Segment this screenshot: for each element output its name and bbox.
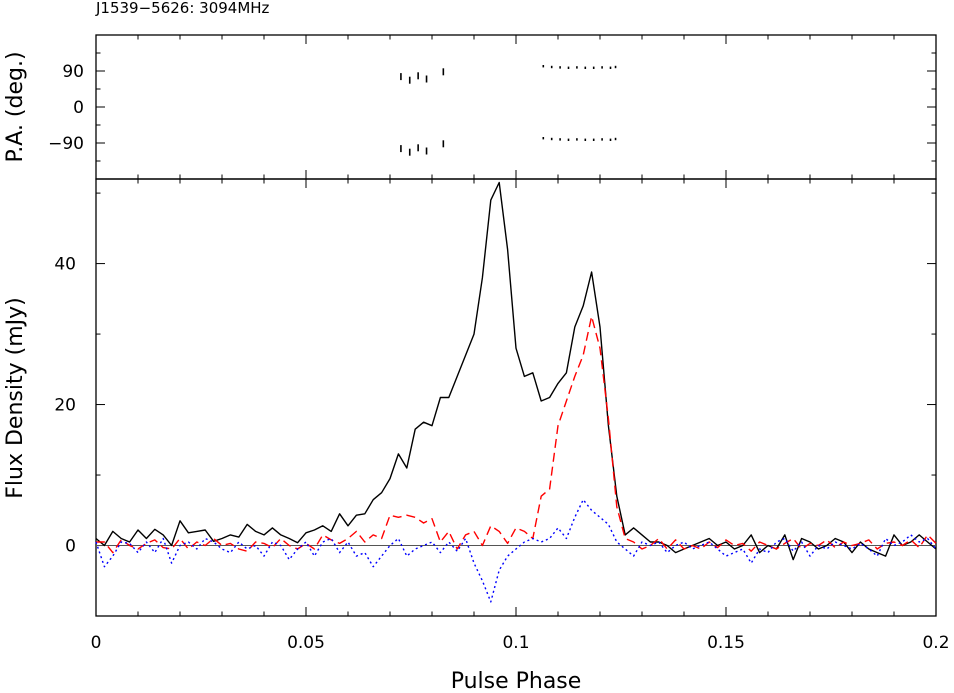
pa-y-tick-label: −90 (48, 134, 84, 154)
flux-y-tick-label: 0 (65, 537, 76, 557)
flux-panel-frame (95, 178, 937, 617)
x-tick-label: 0.1 (502, 633, 529, 653)
flux-series-line-solid (95, 181, 937, 561)
x-axis-title: Pulse Phase (451, 669, 582, 693)
pa-tick-marks (95, 35, 937, 179)
x-tick-label: 0.05 (287, 633, 325, 653)
plot-title: J1539−5626: 3094MHz (95, 0, 270, 17)
flux-tick-marks (95, 179, 937, 617)
flux-y-axis-title: Flux Density (mJy) (3, 297, 28, 498)
pa-points (400, 65, 617, 156)
flux-panel: 0 20 40 0 0.05 0.1 0.15 0.2 Flux Density… (3, 178, 950, 693)
flux-y-tick-label: 40 (54, 255, 76, 275)
flux-series (95, 181, 937, 603)
pa-panel-frame (95, 34, 937, 180)
pa-panel: −90 0 90 P.A. (deg.) (3, 34, 937, 180)
flux-series-line-dotted (95, 499, 937, 603)
pa-y-axis-title: P.A. (deg.) (3, 51, 28, 162)
flux-y-tick-label: 20 (54, 396, 76, 416)
flux-series-line-dashed (96, 315, 937, 554)
x-tick-labels: 0 0.05 0.1 0.15 0.2 (91, 633, 950, 653)
pa-y-tick-labels: −90 0 90 (48, 62, 84, 154)
x-tick-label: 0.15 (707, 633, 745, 653)
x-tick-label: 0.2 (922, 633, 949, 653)
pa-y-tick-label: 0 (73, 98, 84, 118)
x-tick-label: 0 (91, 633, 102, 653)
flux-y-tick-labels: 0 20 40 (54, 255, 76, 557)
pa-y-tick-label: 90 (62, 62, 84, 82)
